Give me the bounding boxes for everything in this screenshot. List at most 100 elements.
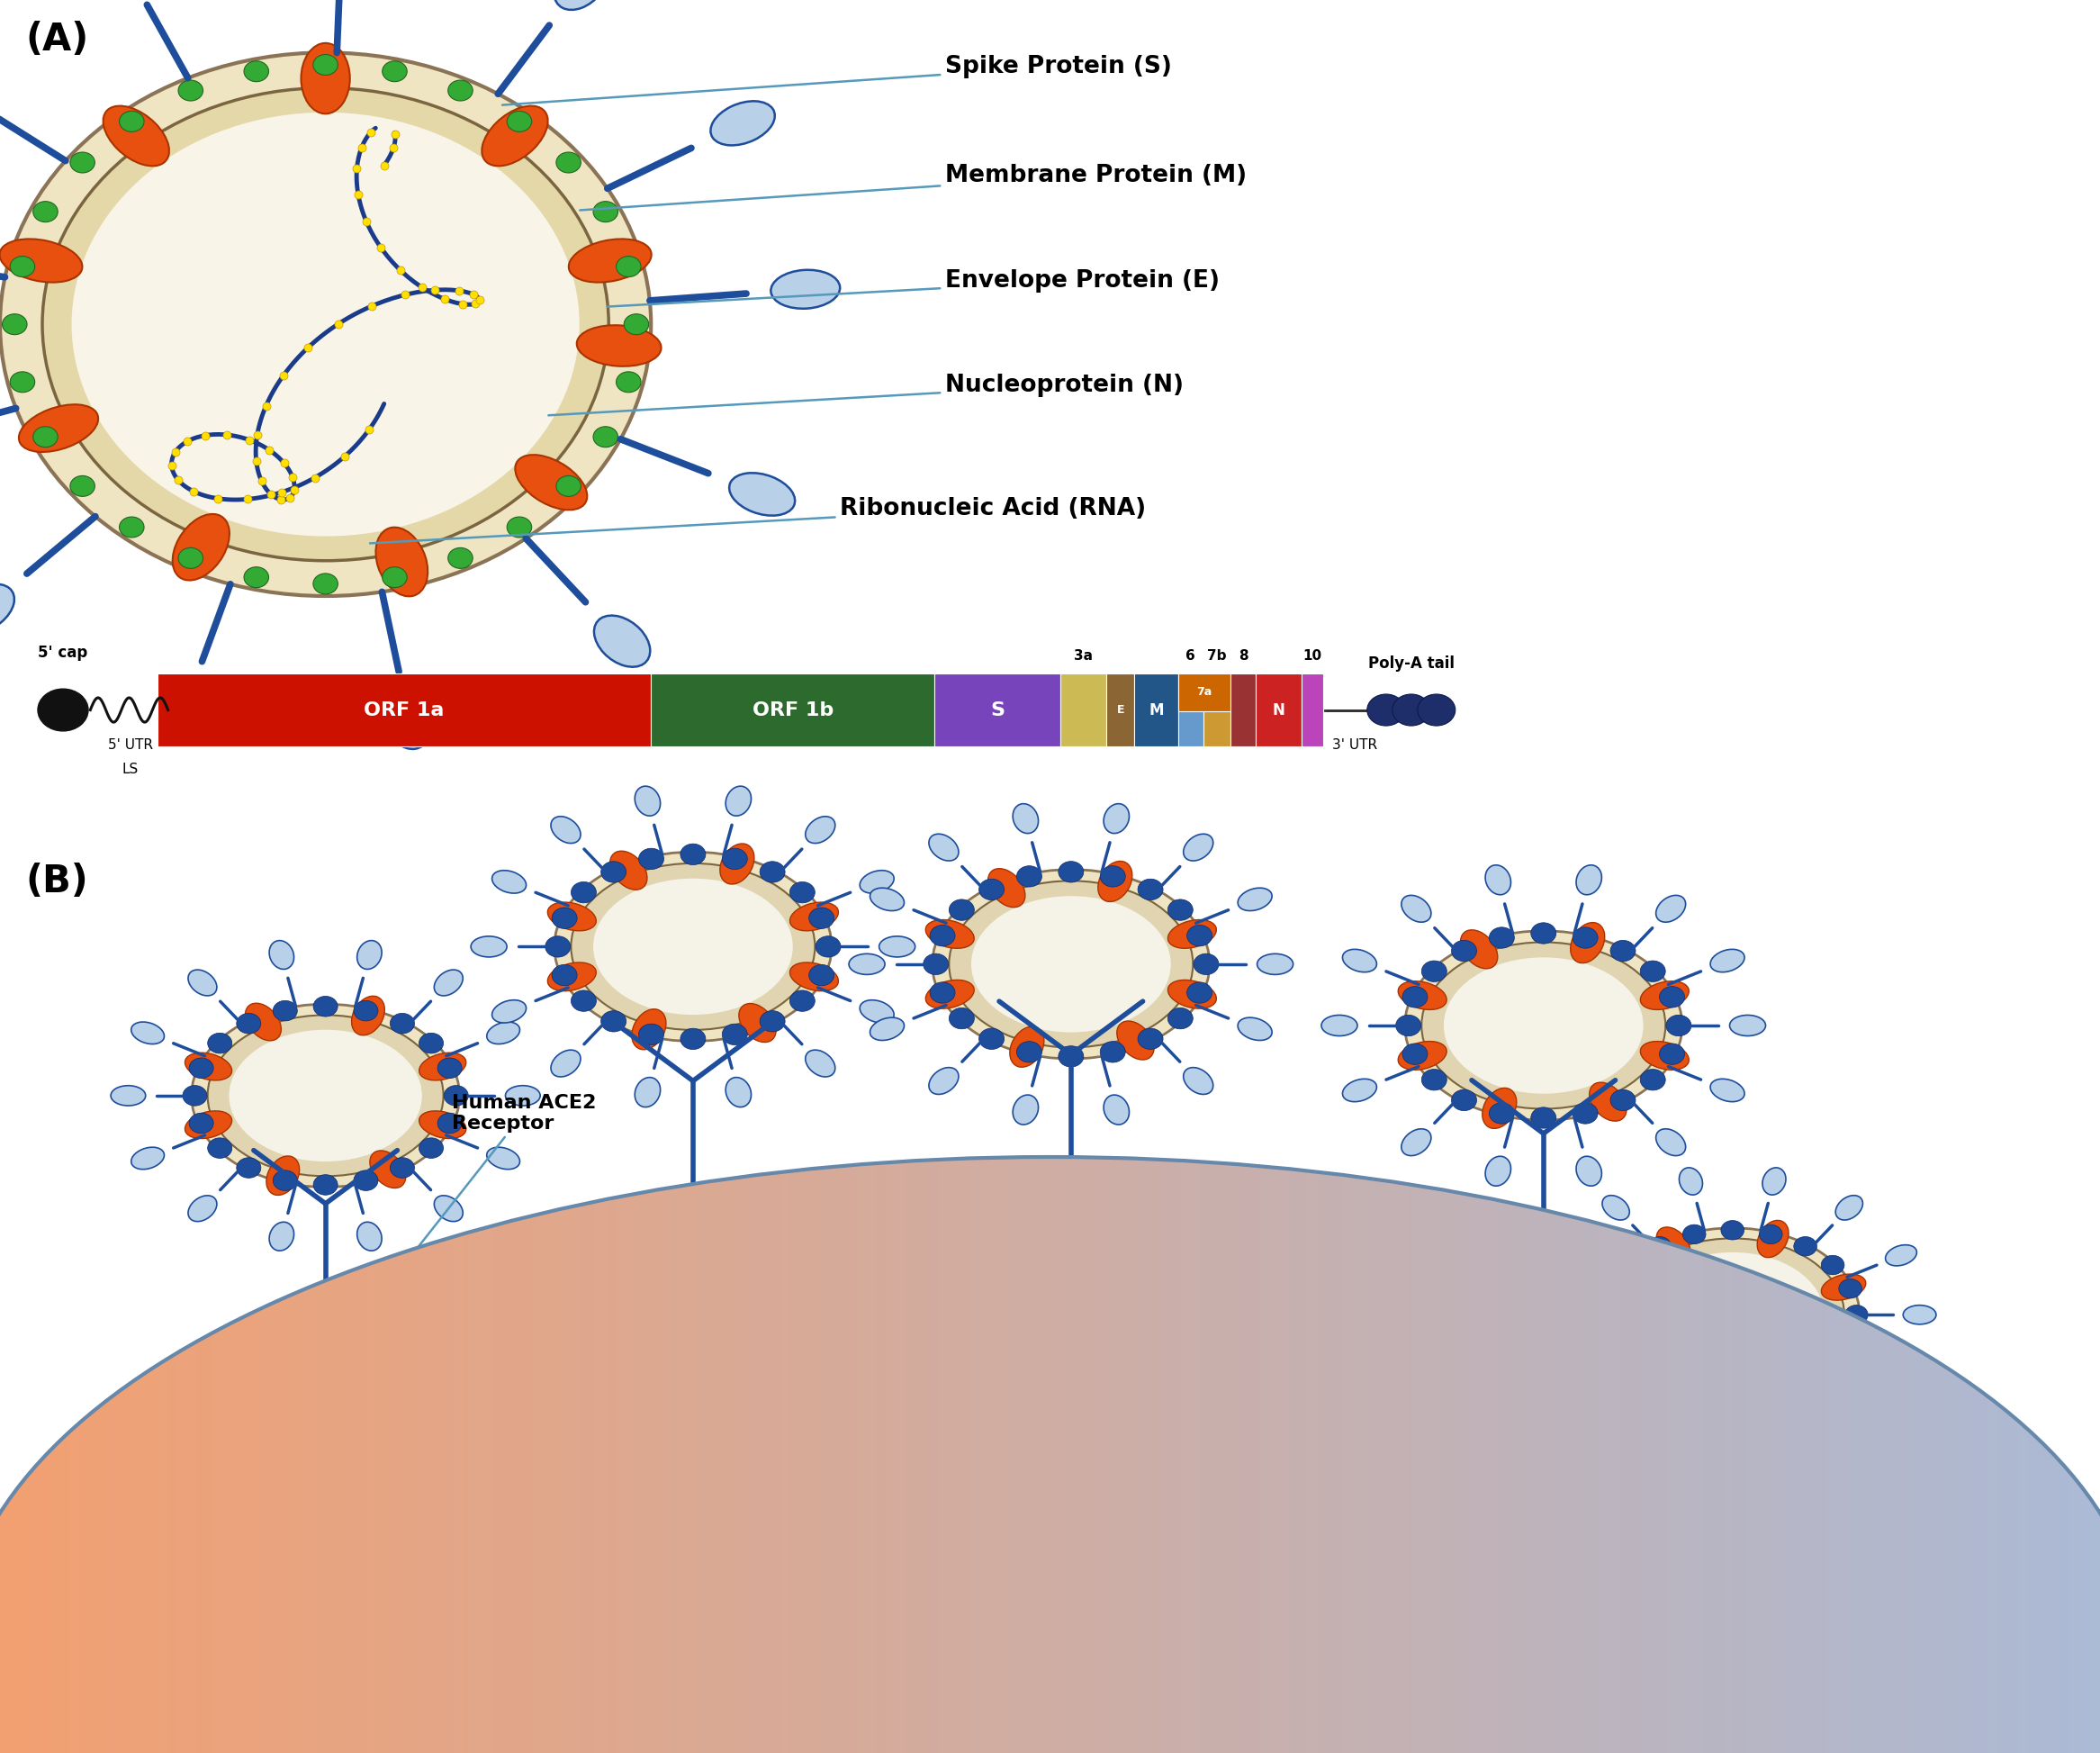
Ellipse shape [1092,1353,1130,1376]
Ellipse shape [550,817,580,843]
Circle shape [237,1157,260,1178]
Circle shape [244,566,269,587]
Circle shape [722,848,748,869]
Ellipse shape [1640,982,1688,1010]
Text: ORF 1b: ORF 1b [752,701,834,719]
Ellipse shape [932,869,1210,1059]
Ellipse shape [1577,864,1602,894]
Circle shape [382,61,407,82]
Circle shape [1682,1385,1705,1404]
Circle shape [391,1013,414,1034]
Ellipse shape [1680,1167,1703,1196]
Circle shape [313,996,338,1017]
Ellipse shape [1600,1329,1644,1355]
Ellipse shape [130,1146,164,1169]
Circle shape [1760,1225,1783,1245]
Ellipse shape [926,980,974,1008]
Circle shape [1844,1304,1867,1325]
Ellipse shape [880,936,916,957]
Circle shape [237,1013,260,1034]
Ellipse shape [1730,1015,1766,1036]
Circle shape [1821,1355,1844,1374]
Text: 5' cap: 5' cap [38,645,88,661]
Ellipse shape [1483,1089,1516,1129]
Ellipse shape [386,692,433,749]
Circle shape [1451,940,1476,961]
Circle shape [1793,1374,1816,1394]
Circle shape [571,882,596,903]
Ellipse shape [609,850,647,891]
Circle shape [1186,982,1212,1003]
Ellipse shape [569,238,651,282]
FancyBboxPatch shape [1203,673,1231,747]
Circle shape [1611,1090,1636,1111]
Circle shape [178,81,204,102]
Circle shape [1260,1392,1281,1409]
Circle shape [1100,866,1126,887]
Ellipse shape [246,1003,281,1041]
Ellipse shape [1657,1129,1686,1155]
Circle shape [506,517,531,538]
Ellipse shape [481,105,548,167]
Circle shape [420,1138,443,1159]
Circle shape [1648,1236,1672,1255]
Circle shape [1396,1015,1422,1036]
Circle shape [1016,1041,1042,1062]
Circle shape [1094,1355,1115,1373]
Ellipse shape [1285,1353,1323,1376]
Circle shape [420,1033,443,1054]
Circle shape [1659,1043,1684,1064]
Ellipse shape [1459,929,1497,969]
Circle shape [1186,926,1212,947]
Ellipse shape [720,843,754,884]
Ellipse shape [729,473,796,515]
Ellipse shape [351,996,384,1036]
Text: LS: LS [122,763,139,777]
Ellipse shape [1233,1446,1254,1469]
FancyBboxPatch shape [1256,673,1302,747]
Circle shape [556,475,582,496]
Circle shape [1602,1331,1625,1350]
Ellipse shape [185,1054,231,1080]
FancyBboxPatch shape [1134,673,1178,747]
Circle shape [601,1011,626,1033]
Ellipse shape [710,102,775,145]
Circle shape [1403,987,1428,1008]
Ellipse shape [1098,861,1132,901]
Circle shape [924,954,949,975]
Ellipse shape [790,903,838,931]
Circle shape [680,1029,706,1050]
Circle shape [1134,1273,1155,1290]
Ellipse shape [1094,1238,1117,1259]
Ellipse shape [1821,1329,1865,1355]
Circle shape [1168,1008,1193,1029]
Ellipse shape [554,852,832,1041]
Ellipse shape [1184,1068,1214,1094]
Ellipse shape [806,1050,836,1076]
Ellipse shape [592,878,794,1015]
FancyBboxPatch shape [651,673,934,747]
Ellipse shape [1602,1409,1630,1434]
Ellipse shape [435,1196,462,1222]
Ellipse shape [859,999,895,1022]
Circle shape [1260,1273,1281,1290]
Text: 5' UTR: 5' UTR [107,738,153,752]
Circle shape [1451,1090,1476,1111]
Circle shape [1231,1262,1252,1280]
Ellipse shape [1903,1306,1936,1324]
Ellipse shape [1237,889,1273,912]
Text: 8: 8 [1239,649,1247,663]
Circle shape [949,1008,974,1029]
Text: 3a: 3a [1073,649,1094,663]
Ellipse shape [739,1003,777,1043]
Ellipse shape [1243,1387,1275,1418]
Ellipse shape [926,920,974,948]
Circle shape [1418,694,1455,726]
Circle shape [1422,1069,1447,1090]
Circle shape [437,1113,462,1134]
Ellipse shape [1405,931,1682,1120]
Circle shape [949,899,974,920]
Ellipse shape [632,1010,666,1050]
Circle shape [1094,1309,1115,1327]
Circle shape [183,1085,208,1106]
